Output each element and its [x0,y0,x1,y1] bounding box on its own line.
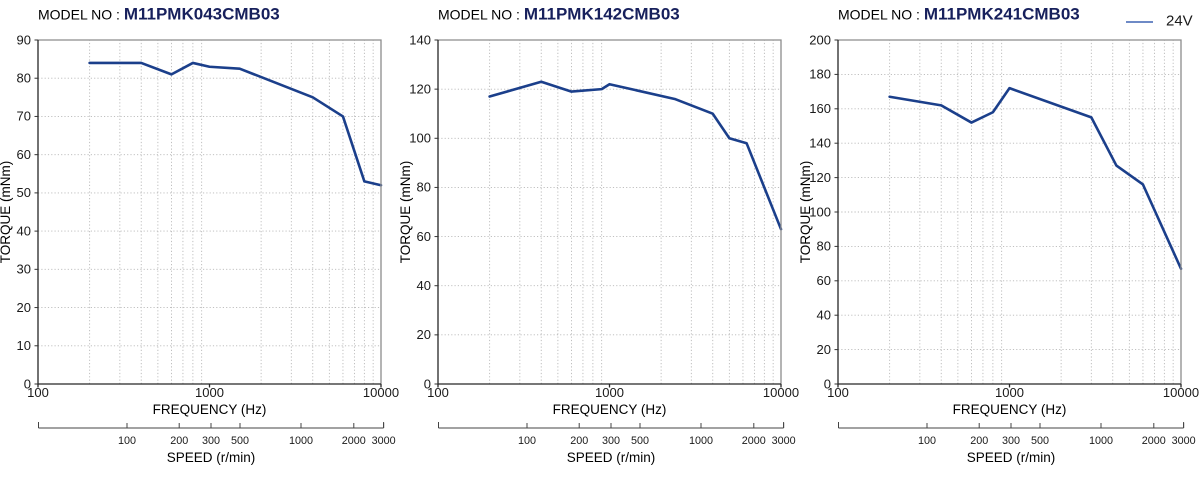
svg-text:TORQUE (mNm): TORQUE (mNm) [0,161,13,264]
svg-text:40: 40 [17,223,31,238]
svg-text:SPEED (r/min): SPEED (r/min) [167,450,256,465]
svg-text:300: 300 [202,435,220,447]
svg-text:10000: 10000 [1163,385,1199,400]
svg-text:100: 100 [427,385,449,400]
svg-text:3000: 3000 [772,435,796,447]
svg-text:24V: 24V [1166,13,1193,30]
svg-text:MODEL NO : M11PMK142CMB03: MODEL NO : M11PMK142CMB03 [438,5,680,24]
svg-text:200: 200 [970,435,988,447]
svg-text:2000: 2000 [342,435,366,447]
svg-text:100: 100 [27,385,49,400]
svg-text:1000: 1000 [995,385,1024,400]
svg-text:80: 80 [817,239,831,254]
svg-text:60: 60 [817,273,831,288]
svg-text:20: 20 [17,300,31,315]
svg-text:20: 20 [817,342,831,357]
svg-text:SPEED (r/min): SPEED (r/min) [567,450,656,465]
svg-text:3000: 3000 [1172,435,1196,447]
svg-text:1000: 1000 [195,385,224,400]
svg-text:40: 40 [817,308,831,323]
svg-text:140: 140 [409,32,431,47]
svg-text:300: 300 [602,435,620,447]
svg-text:90: 90 [17,32,31,47]
svg-text:FREQUENCY (Hz): FREQUENCY (Hz) [153,402,267,417]
svg-text:1000: 1000 [289,435,313,447]
svg-text:70: 70 [17,109,31,124]
svg-text:160: 160 [809,101,831,116]
svg-text:50: 50 [17,185,31,200]
svg-text:40: 40 [417,278,431,293]
svg-text:200: 200 [809,32,831,47]
svg-text:80: 80 [417,180,431,195]
svg-text:TORQUE (mNm): TORQUE (mNm) [398,161,413,264]
svg-text:100: 100 [918,435,936,447]
svg-text:1000: 1000 [1089,435,1113,447]
svg-text:100: 100 [118,435,136,447]
svg-text:300: 300 [1002,435,1020,447]
svg-text:2000: 2000 [1142,435,1166,447]
svg-text:1000: 1000 [595,385,624,400]
svg-text:30: 30 [17,262,31,277]
svg-text:MODEL NO : M11PMK043CMB03: MODEL NO : M11PMK043CMB03 [38,5,280,24]
svg-text:80: 80 [17,71,31,86]
svg-text:2000: 2000 [742,435,766,447]
svg-text:FREQUENCY (Hz): FREQUENCY (Hz) [553,402,667,417]
svg-text:MODEL NO : M11PMK241CMB03: MODEL NO : M11PMK241CMB03 [838,5,1080,24]
svg-text:1000: 1000 [689,435,713,447]
svg-text:120: 120 [409,81,431,96]
svg-text:500: 500 [1031,435,1049,447]
svg-text:60: 60 [417,229,431,244]
svg-text:100: 100 [409,131,431,146]
svg-text:180: 180 [809,67,831,82]
svg-text:140: 140 [809,136,831,151]
svg-text:500: 500 [231,435,249,447]
svg-text:3000: 3000 [372,435,396,447]
svg-text:200: 200 [170,435,188,447]
svg-text:SPEED (r/min): SPEED (r/min) [967,450,1056,465]
svg-text:10000: 10000 [363,385,399,400]
svg-text:100: 100 [827,385,849,400]
svg-text:200: 200 [570,435,588,447]
svg-text:FREQUENCY (Hz): FREQUENCY (Hz) [953,402,1067,417]
svg-text:100: 100 [518,435,536,447]
svg-text:TORQUE (mNm): TORQUE (mNm) [798,161,813,264]
svg-text:10000: 10000 [763,385,799,400]
svg-text:500: 500 [631,435,649,447]
svg-text:60: 60 [17,147,31,162]
svg-text:20: 20 [417,327,431,342]
svg-text:10: 10 [17,338,31,353]
